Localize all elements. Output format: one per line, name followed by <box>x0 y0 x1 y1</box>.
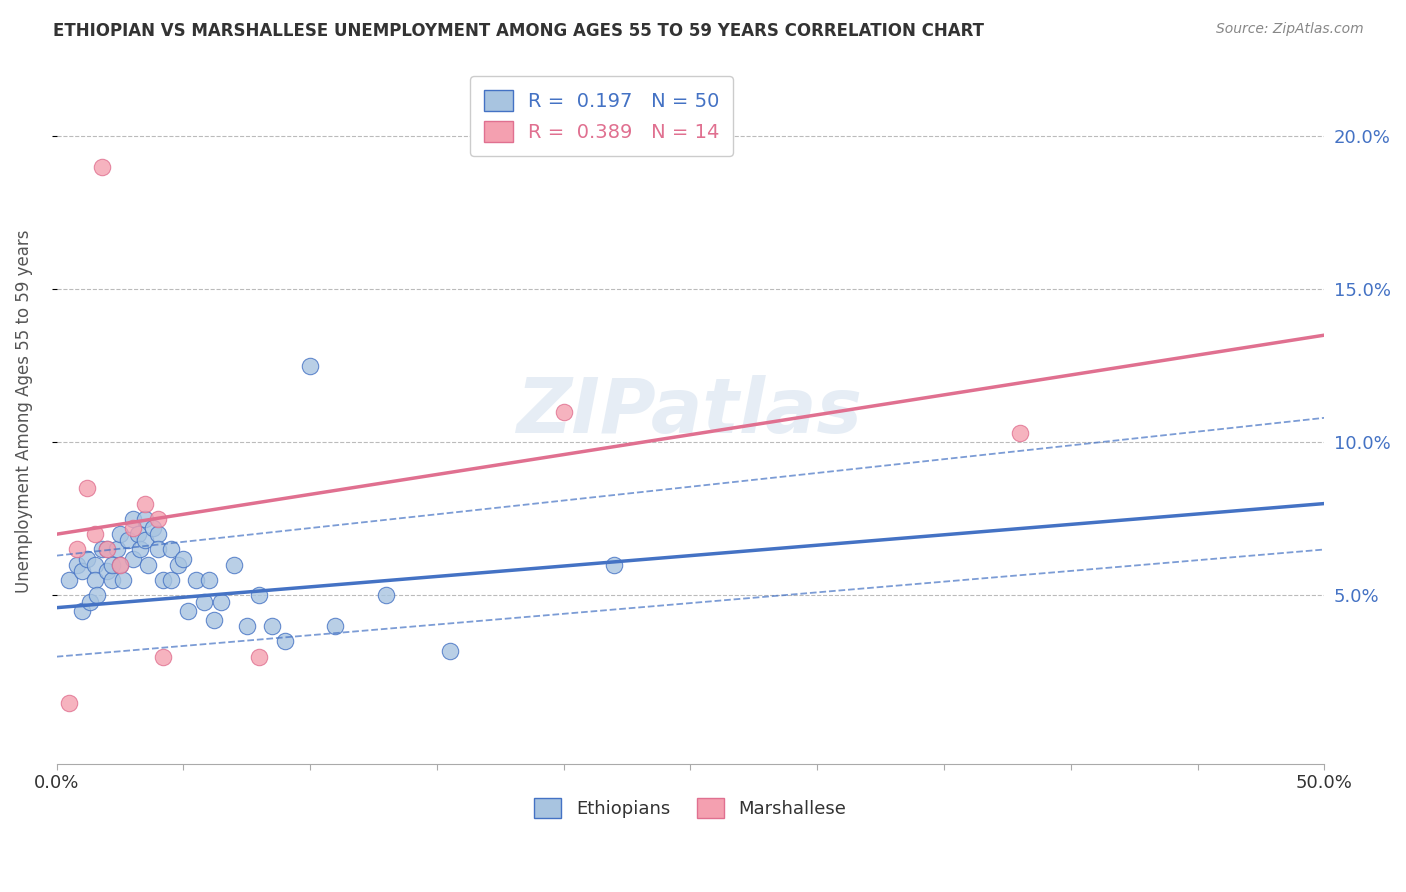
Point <box>127 527 149 541</box>
Point <box>83 527 105 541</box>
Y-axis label: Unemployment Among Ages 55 to 59 years: Unemployment Among Ages 55 to 59 years <box>15 230 32 593</box>
Text: ETHIOPIAN VS MARSHALLESE UNEMPLOYMENT AMONG AGES 55 TO 59 YEARS CORRELATION CHAR: ETHIOPIAN VS MARSHALLESE UNEMPLOYMENT AM… <box>53 22 984 40</box>
Point <box>146 542 169 557</box>
Point <box>197 573 219 587</box>
Point <box>108 558 131 572</box>
Point <box>121 551 143 566</box>
Point <box>76 481 98 495</box>
Text: ZIPatlas: ZIPatlas <box>517 375 863 449</box>
Point <box>83 573 105 587</box>
Point <box>134 497 156 511</box>
Point <box>375 589 398 603</box>
Point <box>117 533 139 548</box>
Point <box>146 527 169 541</box>
Point <box>299 359 322 373</box>
Point <box>76 551 98 566</box>
Point <box>152 573 174 587</box>
Point <box>101 558 124 572</box>
Point <box>274 634 297 648</box>
Point <box>86 589 108 603</box>
Point <box>108 527 131 541</box>
Text: Source: ZipAtlas.com: Source: ZipAtlas.com <box>1216 22 1364 37</box>
Point <box>142 521 165 535</box>
Point <box>1008 426 1031 441</box>
Point <box>439 643 461 657</box>
Point <box>134 512 156 526</box>
Point <box>152 649 174 664</box>
Point <box>202 613 225 627</box>
Point <box>177 604 200 618</box>
Point <box>553 405 575 419</box>
Point <box>70 564 93 578</box>
Point <box>70 604 93 618</box>
Point <box>96 542 118 557</box>
Point <box>83 558 105 572</box>
Point <box>146 512 169 526</box>
Point <box>58 573 80 587</box>
Point <box>249 649 271 664</box>
Point <box>172 551 194 566</box>
Point <box>111 573 134 587</box>
Point <box>167 558 190 572</box>
Point <box>66 542 89 557</box>
Point <box>236 619 259 633</box>
Point <box>96 564 118 578</box>
Point <box>91 160 114 174</box>
Point <box>101 573 124 587</box>
Point <box>134 533 156 548</box>
Point <box>79 594 101 608</box>
Point <box>107 542 129 557</box>
Legend: Ethiopians, Marshallese: Ethiopians, Marshallese <box>527 791 853 825</box>
Point <box>66 558 89 572</box>
Point <box>249 589 271 603</box>
Point <box>129 542 152 557</box>
Point <box>193 594 215 608</box>
Point <box>159 542 181 557</box>
Point <box>184 573 207 587</box>
Point <box>325 619 347 633</box>
Point <box>262 619 284 633</box>
Point <box>121 521 143 535</box>
Point <box>108 558 131 572</box>
Point <box>222 558 245 572</box>
Point <box>58 696 80 710</box>
Point <box>603 558 626 572</box>
Point <box>91 542 114 557</box>
Point <box>136 558 159 572</box>
Point <box>121 512 143 526</box>
Point <box>96 542 118 557</box>
Point <box>209 594 232 608</box>
Point <box>159 573 181 587</box>
